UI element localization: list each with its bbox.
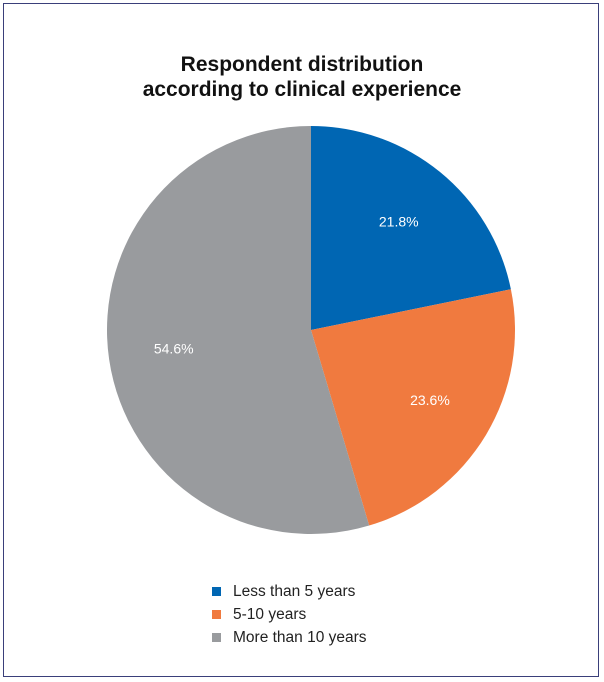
pie-slice-value-label: 21.8% — [379, 213, 419, 229]
legend-item-more-than-10-years: More than 10 years — [212, 626, 367, 649]
legend-item-5-10-years: 5-10 years — [212, 603, 367, 626]
chart-title: Respondent distribution according to cli… — [0, 52, 604, 102]
chart-title-line-2: according to clinical experience — [142, 78, 462, 101]
pie-slice-value-label: 23.6% — [410, 392, 450, 408]
legend-swatch — [212, 633, 221, 642]
pie-slice-labels: 21.8% 23.6% 54.6% — [154, 213, 450, 408]
pie-slice-value-label: 54.6% — [154, 341, 194, 357]
pie-slice-5-10-years — [311, 289, 515, 526]
legend-label: Less than 5 years — [233, 582, 356, 600]
legend-swatch — [212, 587, 221, 596]
legend-item-less-than-5-years: Less than 5 years — [212, 580, 367, 603]
legend-label: 5-10 years — [233, 605, 307, 623]
legend-label: More than 10 years — [233, 628, 367, 646]
legend: Less than 5 years 5-10 years More than 1… — [212, 580, 367, 649]
pie-slice-less-than-5-years — [311, 126, 511, 330]
pie-slices — [107, 126, 515, 534]
legend-swatch — [212, 610, 221, 619]
pie-slice-more-than-10-years — [107, 126, 370, 534]
chart-title-line-1: Respondent distribution — [180, 53, 424, 76]
